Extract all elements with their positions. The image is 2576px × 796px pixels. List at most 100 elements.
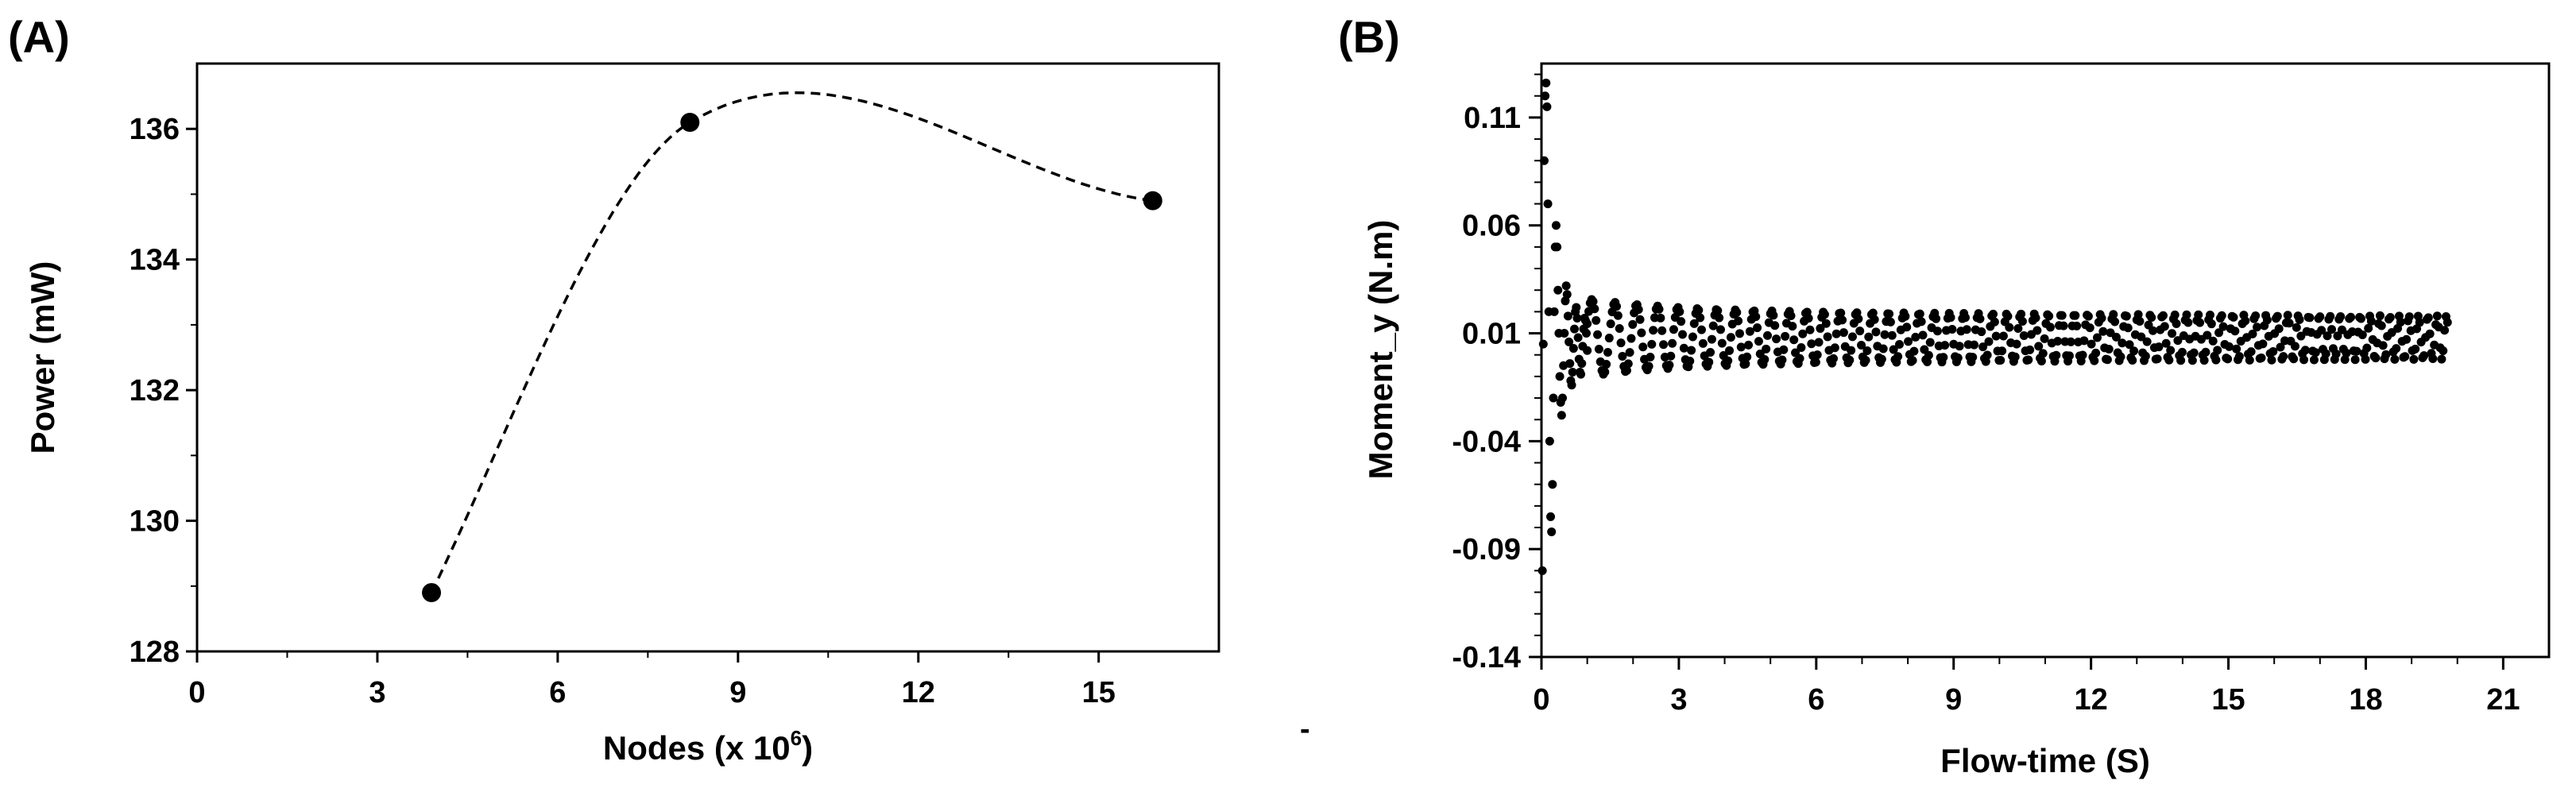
data-point-b: [2305, 313, 2315, 323]
data-point-b: [2160, 322, 2169, 331]
data-point-b: [2182, 310, 2191, 319]
data-point-b: [1688, 332, 1697, 342]
y-axis-title-a: Power (mW): [24, 261, 61, 454]
data-point-b: [2079, 336, 2089, 346]
data-point-b: [1970, 340, 1979, 350]
data-point-b: [2377, 321, 2386, 330]
data-point-b: [2036, 356, 2046, 365]
data-point-b: [2044, 311, 2054, 321]
data-point-b: [1908, 356, 1917, 365]
data-point-b: [2141, 351, 2150, 361]
data-point-b: [1923, 357, 1932, 366]
data-point-b: [2437, 354, 2446, 364]
data-point-b: [1789, 335, 1799, 345]
y-tick-label-b: -0.04: [1452, 425, 1521, 458]
data-point-b: [2207, 319, 2216, 329]
data-point-b: [2404, 312, 2414, 322]
data-point-b: [2299, 355, 2309, 365]
data-point-b: [2248, 329, 2257, 338]
data-point-b: [1811, 357, 1820, 367]
data-point-b: [1847, 332, 1857, 342]
data-point-b: [1831, 329, 1841, 338]
data-point-b: [1982, 350, 1992, 360]
data-point-b: [1547, 527, 1557, 536]
data-point-b: [1635, 315, 1645, 324]
data-point-b: [2300, 346, 2310, 355]
data-point-b: [2092, 333, 2102, 342]
data-point-b: [2321, 349, 2330, 358]
data-point-b: [2411, 344, 2420, 354]
data-point-b: [1868, 308, 1878, 318]
data-point-b: [2173, 336, 2183, 346]
data-point-b: [1968, 353, 1978, 362]
data-point-b: [1754, 337, 1763, 346]
data-point-b: [1625, 348, 1634, 357]
data-point-b: [1572, 303, 1581, 312]
data-point-b: [1786, 311, 1796, 321]
data-point-b: [2419, 351, 2429, 361]
data-point-b: [2053, 337, 2063, 346]
data-point-b: [2158, 311, 2168, 320]
data-point-b: [2276, 342, 2285, 352]
data-point-b: [2031, 313, 2040, 323]
data-point-b: [2152, 354, 2162, 364]
data-point-b: [1924, 350, 1933, 360]
data-point-b: [2125, 340, 2134, 350]
data-point-b: [1807, 339, 1816, 349]
y-tick-label-b: -0.14: [1452, 641, 1521, 674]
data-point-b: [1560, 329, 1569, 338]
data-point-b: [1539, 156, 1549, 165]
data-point-b: [1649, 326, 1658, 335]
data-point-b: [1823, 332, 1832, 342]
data-point-b: [1779, 345, 1789, 354]
data-point-b: [1622, 365, 1631, 375]
data-point-b: [2052, 350, 2061, 360]
data-point-b: [2214, 328, 2224, 338]
data-point-b: [1820, 310, 1829, 319]
data-point-b: [2327, 325, 2337, 334]
data-point-b: [1804, 314, 1813, 323]
x-tick-label-b: 6: [1808, 683, 1824, 717]
data-point-b: [1932, 327, 1942, 336]
data-point-b: [1612, 302, 1622, 311]
data-point-b: [2033, 326, 2042, 335]
data-point-b: [1751, 312, 1761, 322]
data-point-b: [2390, 354, 2400, 364]
data-point-b: [2440, 326, 2450, 335]
data-point-b: [1666, 351, 1676, 361]
x-tick-label-b: 12: [2074, 683, 2107, 717]
data-point-b: [2066, 337, 2075, 346]
data-point-b: [1917, 317, 1926, 327]
data-point-b: [1542, 102, 1552, 111]
data-point-b: [1576, 369, 1586, 379]
data-point-b: [2415, 318, 2424, 327]
data-point-b: [1909, 346, 1919, 356]
data-point-b: [1915, 309, 1924, 319]
data-point-b: [1984, 337, 1994, 346]
data-point-b: [1675, 307, 1684, 316]
data-point-b: [2102, 355, 2112, 365]
x-tick-label-b: 18: [2349, 683, 2382, 717]
data-point-b: [2262, 315, 2272, 325]
x-tick-label-b: 3: [1670, 683, 1687, 717]
data-point-b: [1893, 352, 1903, 361]
data-point-b: [1677, 317, 1686, 327]
data-point-b: [2109, 310, 2118, 319]
data-point-b: [2133, 310, 2143, 319]
data-point-b: [2189, 348, 2199, 357]
data-point-b: [1902, 323, 1912, 332]
plot-area-a: [195, 62, 1220, 653]
data-point-b: [2392, 344, 2401, 354]
data-point-b: [1696, 313, 1705, 323]
x-tick-label-b: 21: [2486, 683, 2520, 717]
data-point-b: [2078, 350, 2087, 360]
data-point-b: [1606, 319, 1615, 329]
data-point-b: [1962, 325, 1971, 334]
data-point-b: [1839, 328, 1848, 338]
data-point-b: [2135, 317, 2145, 327]
data-point-b: [1687, 346, 1696, 355]
data-point-b: [2232, 344, 2241, 354]
data-point-b: [1704, 357, 1714, 367]
data-point-b: [1854, 314, 1863, 323]
data-point-b: [1602, 360, 1611, 369]
